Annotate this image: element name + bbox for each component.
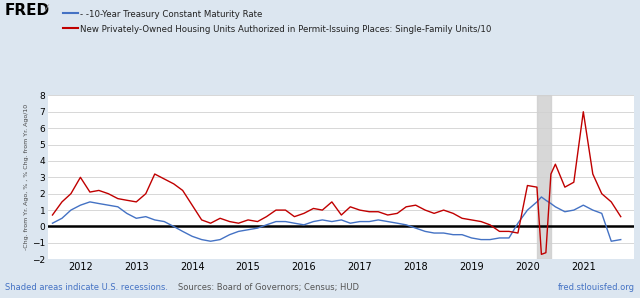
Y-axis label: -Chg. from Yr. Ago, % , % Chg. from Yr. Ago/10: -Chg. from Yr. Ago, % , % Chg. from Yr. … [24,104,29,250]
Text: ⁄: ⁄ [46,4,48,15]
Text: FRED: FRED [5,3,51,18]
Text: - -10-Year Treasury Constant Maturity Rate: - -10-Year Treasury Constant Maturity Ra… [80,10,262,19]
Bar [537,95,551,259]
Text: New Privately-Owned Housing Units Authorized in Permit-Issuing Places: Single-Fa: New Privately-Owned Housing Units Author… [80,25,492,34]
Text: Shaded areas indicate U.S. recessions.: Shaded areas indicate U.S. recessions. [5,283,168,292]
Text: fred.stlouisfed.org: fred.stlouisfed.org [558,283,635,292]
Text: Sources: Board of Governors; Census; HUD: Sources: Board of Governors; Census; HUD [179,283,359,292]
